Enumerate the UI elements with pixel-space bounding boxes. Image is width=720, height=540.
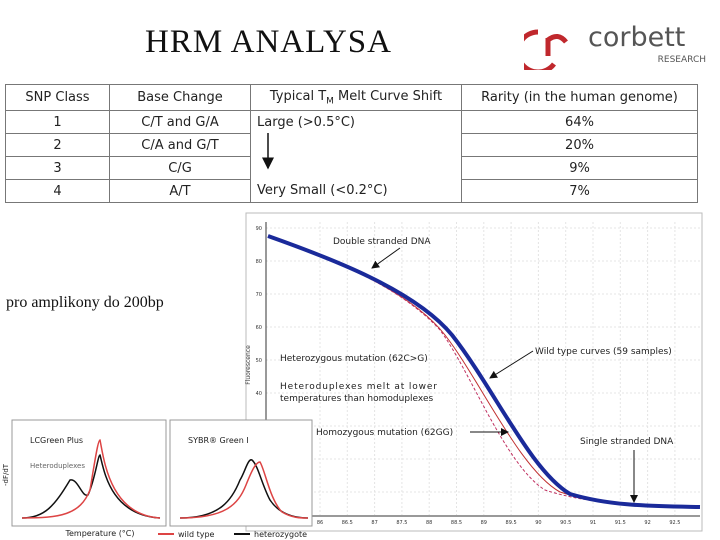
annotation: Heteroduplexes melt at lower bbox=[280, 382, 437, 392]
heterozygote-curve bbox=[21, 454, 161, 519]
legend-label: wild type bbox=[178, 530, 215, 539]
logo-subtitle: RESEARCH bbox=[658, 55, 706, 65]
small-chart-annotation: Heteroduplexes bbox=[30, 462, 85, 470]
wild-type-curve bbox=[21, 439, 161, 519]
row: 1 C/T and G/A Large (>0.5°C) 64% bbox=[5, 110, 698, 134]
cell: Very Small (<0.2°C) bbox=[250, 179, 462, 203]
y-tick-label: 10 bbox=[256, 490, 262, 496]
x-tick-label: 92.5 bbox=[669, 520, 680, 526]
logo-arc bbox=[524, 29, 556, 70]
y-tick-label: 50 bbox=[256, 358, 262, 364]
annotation: Single stranded DNA bbox=[580, 437, 674, 447]
wild-type-curve bbox=[179, 461, 309, 519]
heterozygote-curve bbox=[179, 459, 309, 519]
heterozygous-curve bbox=[267, 235, 701, 508]
annotation: Wild type curves (59 samples) bbox=[535, 347, 672, 357]
x-tick-label: 89 bbox=[481, 520, 487, 526]
row: 4 A/T Very Small (<0.2°C) 7% bbox=[5, 179, 698, 203]
small-y-label: -dF/dT bbox=[2, 463, 10, 486]
cell: 64% bbox=[461, 110, 698, 134]
small-chart-title: LCGreen Plus bbox=[30, 436, 83, 445]
cell bbox=[250, 133, 462, 157]
header-cell: Typical TM Melt Curve Shift bbox=[250, 84, 462, 111]
cell: 1 bbox=[5, 110, 110, 134]
y-tick-label: 80 bbox=[256, 259, 262, 265]
cell: 3 bbox=[5, 156, 110, 180]
homozygous-curve bbox=[267, 235, 701, 508]
snp-table: SNP Class Base Change Typical TM Melt Cu… bbox=[5, 84, 698, 203]
cell: C/A and G/T bbox=[109, 133, 251, 157]
cell: 20% bbox=[461, 133, 698, 157]
melt-grid: 90 80 70 60 50 40 30 20 10 86 86.5 87 87.5 88 88.5 89 89… bbox=[256, 222, 700, 526]
y-tick-label: 20 bbox=[256, 457, 262, 463]
annotation: Heterozygous mutation (62C>G) bbox=[280, 354, 428, 364]
y-tick-label: 90 bbox=[256, 226, 262, 232]
note: pro amplikony do 200bp bbox=[6, 294, 164, 311]
cell: C/T and G/A bbox=[109, 110, 251, 134]
x-tick-label: 90.5 bbox=[560, 520, 571, 526]
x-tick-label: 90 bbox=[535, 520, 541, 526]
x-tick-label: 91.5 bbox=[615, 520, 626, 526]
cell: C/G bbox=[109, 156, 251, 180]
slide-title: HRM ANALYSA bbox=[145, 24, 392, 60]
x-tick-label: 88.5 bbox=[451, 520, 462, 526]
header-cell: Base Change bbox=[109, 84, 251, 111]
small-chart-frame bbox=[169, 419, 313, 527]
legend-label: heterozygote bbox=[254, 530, 307, 539]
x-tick-label: 92 bbox=[644, 520, 650, 526]
y-axis-label: Fluorescence bbox=[245, 345, 252, 385]
row: 2 C/A and G/T 20% bbox=[5, 133, 698, 157]
x-tick-label: 86.5 bbox=[342, 520, 353, 526]
x-tick-label: 87 bbox=[371, 520, 377, 526]
header-cell: SNP Class bbox=[5, 84, 110, 111]
logo-mark bbox=[545, 34, 568, 56]
cell: Large (>0.5°C) bbox=[250, 110, 462, 134]
y-tick-label: 30 bbox=[256, 424, 262, 430]
x-tick-label: 89.5 bbox=[506, 520, 517, 526]
annotation: temperatures than homoduplexes bbox=[280, 394, 434, 404]
header-cell: Rarity (in the human genome) bbox=[461, 84, 698, 111]
x-tick-label: 87.5 bbox=[396, 520, 407, 526]
annotation: Double stranded DNA bbox=[333, 237, 431, 247]
cell: 4 bbox=[5, 179, 110, 203]
cell: 9% bbox=[461, 156, 698, 180]
logo: corbett RESEARCH bbox=[524, 22, 706, 70]
cell: A/T bbox=[109, 179, 251, 203]
cell bbox=[250, 156, 462, 180]
small-x-label: Temperature (°C) bbox=[64, 529, 134, 538]
wild-type-curves bbox=[267, 234, 701, 509]
x-tick-label: 88 bbox=[426, 520, 432, 526]
header-text: Melt Curve Shift bbox=[333, 88, 443, 104]
annotation-arrow bbox=[489, 350, 534, 379]
row: 3 C/G 9% bbox=[5, 156, 698, 180]
annotation-arrow bbox=[371, 247, 401, 269]
y-tick-label: 70 bbox=[256, 292, 262, 298]
melt-chart-frame bbox=[245, 212, 703, 532]
cell: 2 bbox=[5, 133, 110, 157]
header-sub: M bbox=[326, 96, 334, 107]
small-chart-title: SYBR® Green I bbox=[188, 436, 249, 445]
header-text: Typical T bbox=[269, 88, 327, 104]
y-tick-label: 40 bbox=[256, 391, 262, 397]
y-tick-label: 60 bbox=[256, 325, 262, 331]
cell: 7% bbox=[461, 179, 698, 203]
header-row: SNP Class Base Change Typical TM Melt Cu… bbox=[5, 84, 698, 111]
logo-name: corbett bbox=[588, 22, 685, 53]
x-tick-label: 86 bbox=[317, 520, 323, 526]
small-chart-frame bbox=[11, 419, 167, 527]
annotation: Homozygous mutation (62GG) bbox=[316, 428, 453, 438]
x-tick-label: 91 bbox=[590, 520, 596, 526]
